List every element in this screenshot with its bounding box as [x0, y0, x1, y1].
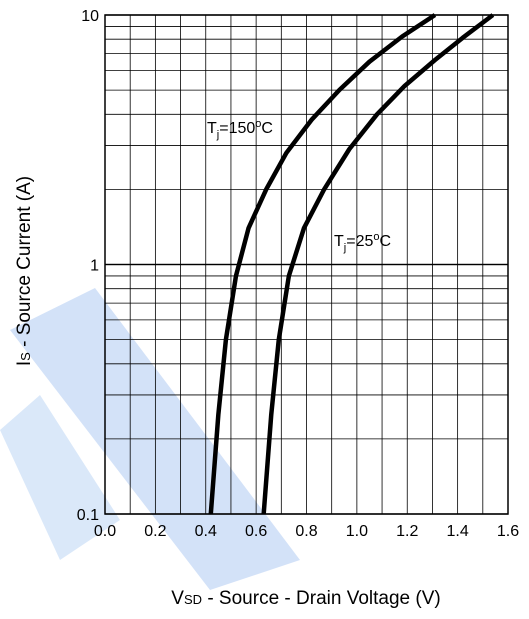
series-layer: [208, 13, 495, 515]
series-line-1: [261, 13, 495, 515]
x-tick-label: 1.4: [447, 523, 469, 540]
series-line-0: [208, 13, 437, 515]
y-axis-title: IS - Source Current (A): [14, 176, 35, 366]
x-tick-label: 1.0: [346, 523, 368, 540]
x-tick-label: 1.2: [396, 523, 418, 540]
x-tick-label: 0.4: [195, 523, 217, 540]
x-axis-title: VSD - Source - Drain Voltage (V): [171, 588, 440, 609]
y-tick-labels: 0.1 1 10: [77, 8, 99, 524]
x-tick-label: 1.6: [497, 523, 519, 540]
grid: [104, 14, 509, 515]
x-tick-label: 0.0: [94, 523, 116, 540]
y-tick-label: 1: [90, 258, 99, 275]
series-label-150: Tj=150oC: [207, 118, 273, 141]
y-tick-label: 0.1: [77, 507, 99, 524]
series-label-25: Tj=25oC: [334, 231, 391, 254]
y-tick-label: 10: [81, 8, 99, 25]
x-tick-labels: 0.0 0.2 0.4 0.6 0.8 1.0 1.2 1.4 1.6: [94, 523, 519, 540]
x-tick-label: 0.8: [295, 523, 317, 540]
x-tick-label: 0.6: [245, 523, 267, 540]
x-tick-label: 0.2: [144, 523, 166, 540]
plot-frame: [104, 14, 509, 515]
